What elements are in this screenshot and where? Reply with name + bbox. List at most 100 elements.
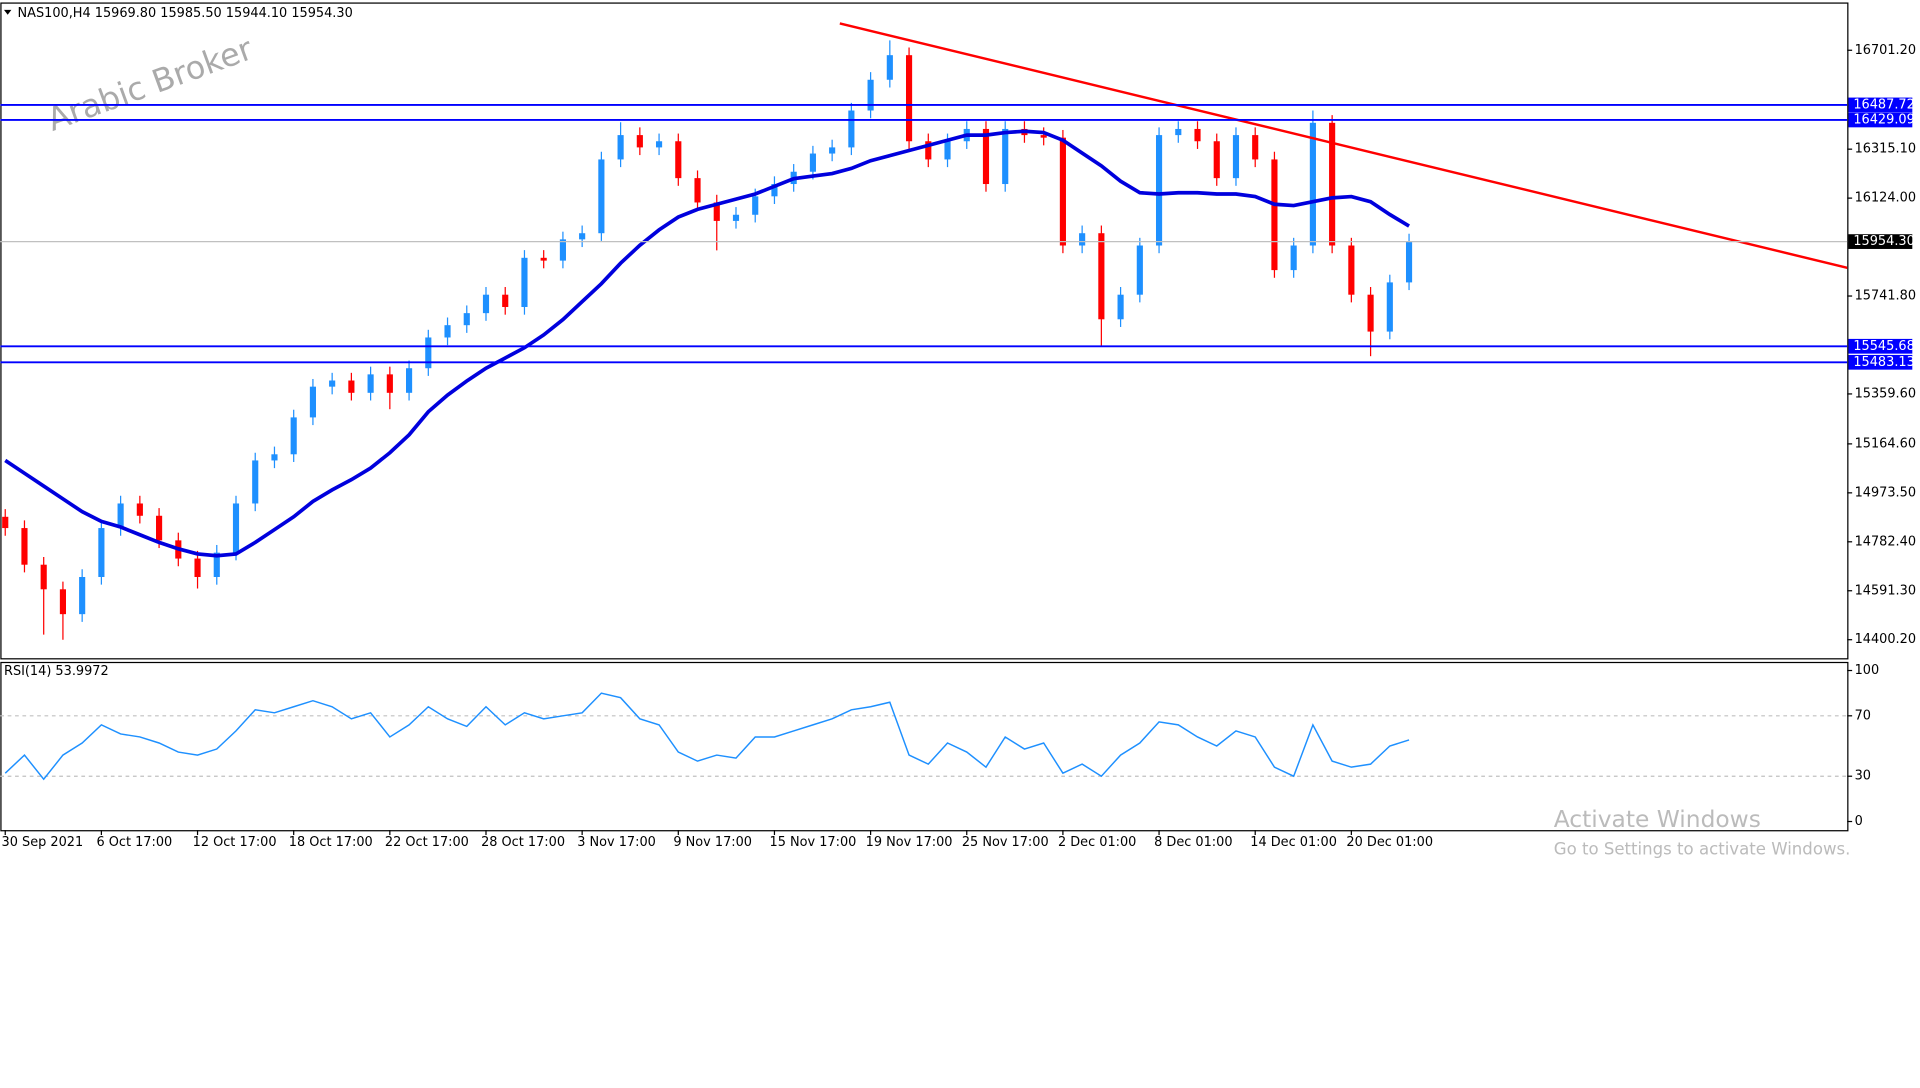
candle-body — [867, 79, 874, 111]
candle-body — [213, 552, 220, 577]
x-tick-label: 2 Dec 01:00 — [1058, 835, 1136, 850]
candle-body — [1348, 245, 1355, 295]
candle-body — [1175, 128, 1182, 136]
candle-body — [98, 528, 105, 577]
candle-body — [40, 564, 47, 590]
candle-body — [232, 503, 240, 553]
y-tick-label: 14591.30 — [1855, 583, 1916, 598]
menu-arrow[interactable] — [4, 9, 12, 15]
candle-body — [290, 417, 297, 455]
candle-body — [848, 110, 855, 148]
watermark: Arabic Broker — [42, 29, 258, 139]
level-label: 16487.72 — [1853, 97, 1914, 112]
candle-body — [694, 178, 701, 203]
candle-body — [21, 528, 28, 565]
last-price-box — [1848, 234, 1913, 249]
candle-body — [271, 454, 278, 461]
level-label-box — [1848, 354, 1913, 370]
x-tick-label: 9 Nov 17:00 — [673, 835, 752, 850]
candle-body — [655, 141, 663, 148]
candle-body — [502, 294, 509, 307]
candle-body — [444, 325, 451, 338]
candle-body — [59, 589, 66, 615]
candle-body — [386, 374, 393, 393]
candle-body — [1040, 135, 1047, 138]
candle-body — [1155, 135, 1163, 246]
candle-body — [1213, 141, 1220, 179]
chart-title: NAS100,H4 15969.80 15985.50 15944.10 159… — [18, 6, 353, 21]
candle-body — [156, 515, 163, 541]
candle-body — [559, 239, 566, 261]
rsi-y-tick-label: 100 — [1855, 663, 1880, 678]
candle-body — [944, 141, 951, 160]
candle-body — [1367, 294, 1374, 332]
rsi-y-tick-label: 0 — [1855, 814, 1863, 829]
candle-body — [886, 55, 893, 80]
candle-body — [809, 153, 816, 172]
candle-body — [617, 135, 624, 160]
level-label-box — [1848, 97, 1913, 113]
rsi-plot — [0, 692, 1848, 781]
candle-body — [925, 141, 932, 160]
candle-body — [1252, 135, 1259, 160]
y-tick-label: 16124.00 — [1855, 191, 1916, 206]
activation-title: Activate Windows — [1554, 805, 1761, 833]
rsi-y-tick-label: 70 — [1855, 708, 1871, 723]
candle-body — [675, 141, 682, 179]
candle-body — [521, 257, 528, 307]
last-price-label: 15954.30 — [1853, 234, 1914, 249]
candle-body — [713, 202, 720, 221]
x-tick-label: 20 Dec 01:00 — [1346, 835, 1433, 850]
x-tick-label: 18 Oct 17:00 — [289, 835, 373, 850]
candle-body — [425, 337, 432, 369]
candle-body — [905, 55, 913, 142]
y-tick-label: 14782.40 — [1855, 534, 1916, 549]
candle-body — [367, 374, 374, 393]
level-label-box — [1848, 112, 1913, 128]
candle-body — [636, 135, 643, 148]
candle-body — [1290, 245, 1297, 271]
candle-body — [1136, 245, 1143, 295]
candle-body — [1194, 128, 1201, 142]
trendline — [839, 22, 1848, 270]
x-tick-label: 8 Dec 01:00 — [1154, 835, 1232, 850]
candle-body — [252, 460, 259, 504]
x-tick-label: 3 Nov 17:00 — [577, 835, 656, 850]
y-tick-label: 16315.10 — [1855, 142, 1916, 157]
main-panel — [0, 2, 1849, 660]
x-tick-label: 15 Nov 17:00 — [770, 835, 857, 850]
y-tick-label: 15741.80 — [1855, 289, 1916, 304]
y-tick-label: 15164.60 — [1855, 436, 1916, 451]
candle-body — [482, 294, 490, 314]
candle-body — [1098, 233, 1105, 320]
x-tick-label: 14 Dec 01:00 — [1250, 835, 1337, 850]
candle-body — [309, 386, 316, 418]
axes: 16701.20 16315.10 16124.00 15741.80 15359.60… — [2, 43, 1916, 850]
candle-body — [1002, 128, 1009, 185]
rsi-line — [4, 692, 1410, 781]
candle-body — [1405, 241, 1413, 283]
candle-body — [194, 558, 201, 577]
candle-body — [540, 257, 547, 261]
price-plot — [0, 22, 1848, 640]
x-tick-label: 6 Oct 17:00 — [96, 835, 172, 850]
activation-subtitle: Go to Settings to activate Windows. — [1554, 839, 1851, 858]
x-tick-label: 30 Sep 2021 — [2, 835, 84, 850]
candle-body — [982, 128, 990, 185]
candle-body — [1059, 137, 1066, 246]
moving-average — [4, 129, 1410, 558]
level-label: 15483.13 — [1853, 355, 1914, 370]
candle-body — [406, 368, 413, 393]
candle-body — [1386, 282, 1393, 332]
y-tick-label: 15359.60 — [1855, 386, 1916, 401]
candle-body — [1329, 122, 1336, 246]
candle-body — [1232, 135, 1240, 179]
x-tick-label: 19 Nov 17:00 — [866, 835, 953, 850]
level-label: 16429.09 — [1853, 112, 1914, 127]
y-tick-label: 14973.50 — [1855, 485, 1916, 500]
x-tick-label: 22 Oct 17:00 — [385, 835, 469, 850]
candle-body — [2, 516, 9, 529]
candle-body — [1079, 233, 1086, 246]
